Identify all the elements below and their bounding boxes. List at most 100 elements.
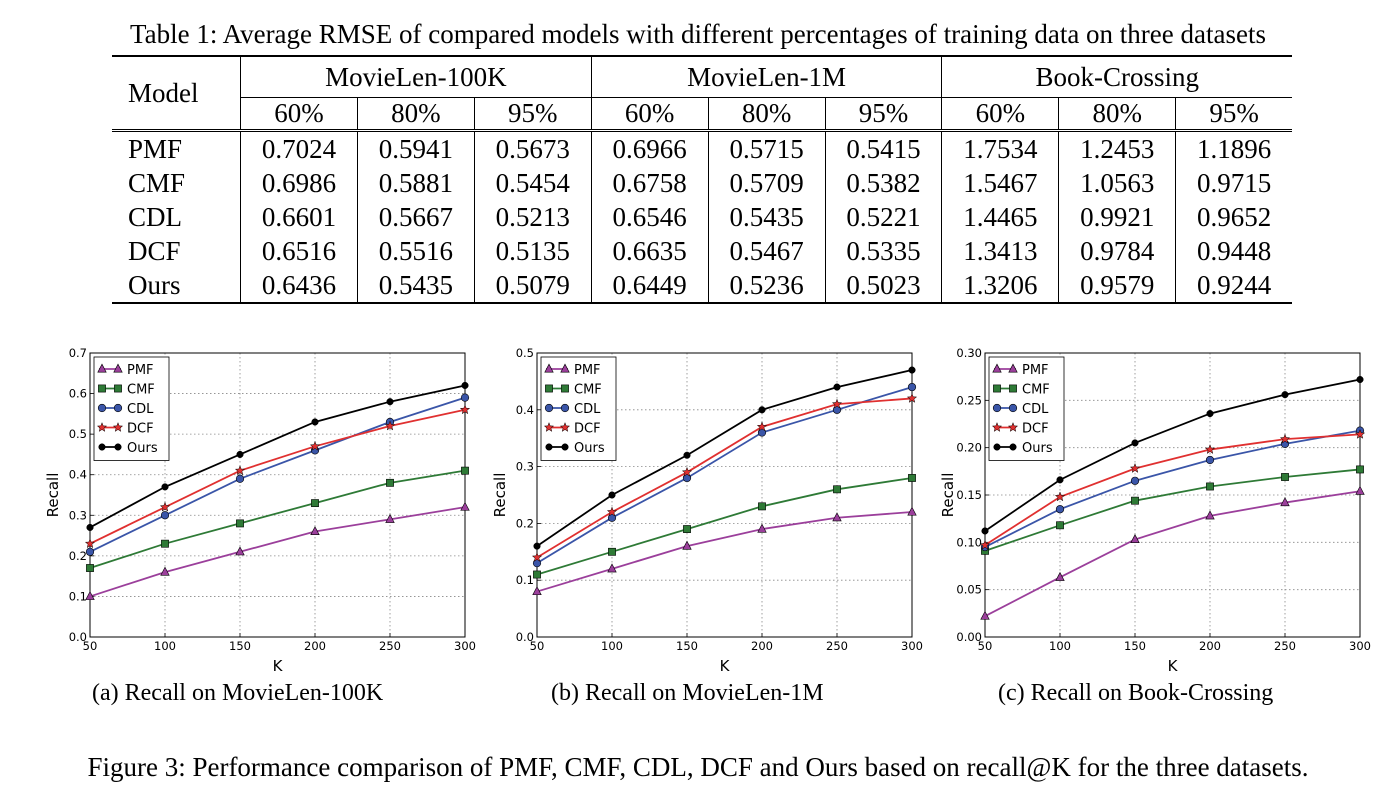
model-name-cell: DCF bbox=[128, 235, 181, 266]
rmse-value-cell: 0.5415 bbox=[824, 132, 942, 166]
legend-label: Ours bbox=[1022, 441, 1053, 456]
y-tick-label: 0.4 bbox=[516, 403, 534, 417]
rmse-value-cell: 0.5709 bbox=[707, 166, 826, 200]
data-point bbox=[1205, 510, 1215, 520]
x-tick-label: 100 bbox=[1049, 639, 1071, 653]
percentage-header: 60% bbox=[941, 97, 1059, 131]
legend-marker bbox=[561, 384, 569, 393]
data-point bbox=[908, 474, 916, 482]
data-point bbox=[235, 546, 245, 556]
rmse-value-cell: 0.9921 bbox=[1058, 200, 1176, 234]
rmse-value-cell: 0.5467 bbox=[707, 234, 826, 268]
data-point bbox=[906, 392, 918, 403]
table-header-percentages: 60% 80% 95% 60% 80% 95% 60% 80% 95% bbox=[112, 97, 1292, 131]
legend-label: DCF bbox=[1022, 422, 1049, 437]
legend-marker bbox=[1008, 403, 1018, 413]
rmse-value-cell: 0.6986 bbox=[240, 166, 358, 200]
y-tick-label: 0.7 bbox=[69, 346, 87, 360]
x-axis-label: K bbox=[1168, 657, 1179, 675]
x-tick-label: 50 bbox=[530, 639, 545, 653]
rmse-value-cell: 0.9715 bbox=[1175, 166, 1292, 200]
data-point bbox=[1204, 444, 1216, 455]
rmse-value-cell: 0.5435 bbox=[356, 268, 475, 304]
data-point bbox=[84, 538, 96, 549]
y-tick-label: 0.6 bbox=[69, 387, 87, 401]
subfigure-caption: (c) Recall on Book-Crossing bbox=[998, 680, 1274, 706]
legend-marker bbox=[98, 443, 106, 451]
data-point bbox=[386, 398, 394, 406]
series-ours bbox=[86, 381, 469, 532]
rmse-value-cell: 0.6449 bbox=[590, 268, 709, 304]
legend-label: Ours bbox=[574, 441, 605, 456]
legend-marker bbox=[544, 363, 554, 373]
series-line bbox=[89, 396, 466, 553]
data-point bbox=[311, 418, 319, 426]
data-point bbox=[459, 404, 471, 415]
data-point bbox=[1130, 476, 1140, 485]
data-point bbox=[758, 406, 766, 414]
series-dcf bbox=[531, 392, 918, 562]
data-point bbox=[980, 610, 990, 620]
data-point bbox=[160, 511, 170, 520]
rmse-value-cell: 0.5236 bbox=[707, 268, 826, 304]
y-tick-label: 0.30 bbox=[956, 346, 982, 360]
legend-marker bbox=[1007, 421, 1019, 432]
data-point bbox=[159, 501, 171, 512]
legend-marker bbox=[113, 363, 123, 373]
legend-marker bbox=[543, 421, 555, 432]
data-point bbox=[1055, 505, 1065, 514]
data-point bbox=[683, 451, 691, 459]
recall-chart-movielen-1m: 50 100 150 200 250 300 0.0 0.1 0.2 0.3 0.4 0.5 K Reca… bbox=[487, 340, 927, 680]
rmse-value-cell: 0.9579 bbox=[1058, 268, 1176, 304]
rmse-value-cell: 0.9652 bbox=[1175, 200, 1292, 234]
rmse-value-cell: 0.5435 bbox=[707, 200, 826, 234]
series-ours bbox=[533, 366, 916, 550]
y-tick-label: 0.3 bbox=[69, 508, 87, 522]
rmse-value-cell: 0.5941 bbox=[356, 132, 475, 166]
series-line bbox=[984, 433, 1361, 546]
y-tick-label: 0.2 bbox=[69, 549, 87, 563]
data-point bbox=[1280, 497, 1290, 507]
data-point bbox=[1206, 482, 1214, 491]
data-point bbox=[756, 421, 768, 432]
legend-label: Ours bbox=[127, 441, 158, 456]
data-point bbox=[161, 539, 169, 548]
data-point bbox=[236, 519, 244, 528]
data-point bbox=[1356, 465, 1364, 474]
model-name-cell: CDL bbox=[128, 201, 182, 232]
data-point bbox=[608, 491, 616, 499]
rmse-value-cell: 1.7534 bbox=[941, 132, 1059, 166]
legend-marker bbox=[1009, 443, 1017, 451]
data-point bbox=[608, 547, 616, 556]
series-line bbox=[536, 477, 913, 576]
data-point bbox=[311, 499, 319, 508]
rmse-value-cell: 0.6516 bbox=[240, 234, 358, 268]
y-axis-label: Recall bbox=[44, 473, 62, 518]
legend-marker bbox=[559, 421, 571, 432]
legend-marker bbox=[98, 384, 106, 393]
legend-label: CMF bbox=[127, 383, 155, 398]
y-tick-label: 0.15 bbox=[956, 488, 982, 502]
rmse-table: Model MovieLen-100K MovieLen-1M Book-Cro… bbox=[112, 55, 1292, 304]
dataset-header: Book-Crossing bbox=[941, 57, 1292, 98]
data-point bbox=[460, 501, 470, 511]
model-column-header: Model bbox=[128, 77, 199, 108]
legend-label: CMF bbox=[1022, 383, 1050, 398]
x-tick-label: 250 bbox=[1274, 639, 1296, 653]
data-point bbox=[908, 366, 916, 374]
model-name-cell: PMF bbox=[128, 133, 183, 164]
data-point bbox=[1055, 571, 1065, 581]
data-point bbox=[606, 506, 618, 517]
data-point bbox=[385, 513, 395, 523]
legend-marker bbox=[1009, 384, 1017, 393]
rmse-value-cell: 0.6966 bbox=[590, 132, 709, 166]
data-point bbox=[831, 398, 843, 409]
legend-label: DCF bbox=[574, 422, 601, 437]
rmse-value-cell: 0.6546 bbox=[590, 200, 709, 234]
y-axis-label: Recall bbox=[491, 473, 509, 518]
rmse-value-cell: 0.5881 bbox=[356, 166, 475, 200]
series-line bbox=[536, 386, 913, 564]
data-point bbox=[981, 527, 989, 535]
data-point bbox=[533, 542, 541, 550]
rmse-value-cell: 0.9448 bbox=[1175, 234, 1292, 268]
